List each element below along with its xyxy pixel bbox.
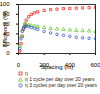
html-text:η 3 cycles per day over 20 yea: η 3 cycles per day over 20 years <box>25 82 97 88</box>
svg-text:600: 600 <box>90 62 100 68</box>
svg-text:0: 0 <box>6 50 10 56</box>
html-text:η 1 cycle per day over 20 year: η 1 cycle per day over 20 years <box>25 76 95 82</box>
html-text:η: η <box>25 70 28 76</box>
svg-text:100: 100 <box>0 1 10 7</box>
svg-text:0: 0 <box>17 62 21 68</box>
svg-text:Efficiency (%): Efficiency (%) <box>2 11 8 48</box>
svg-text:Spacing (m): Spacing (m) <box>41 64 73 70</box>
